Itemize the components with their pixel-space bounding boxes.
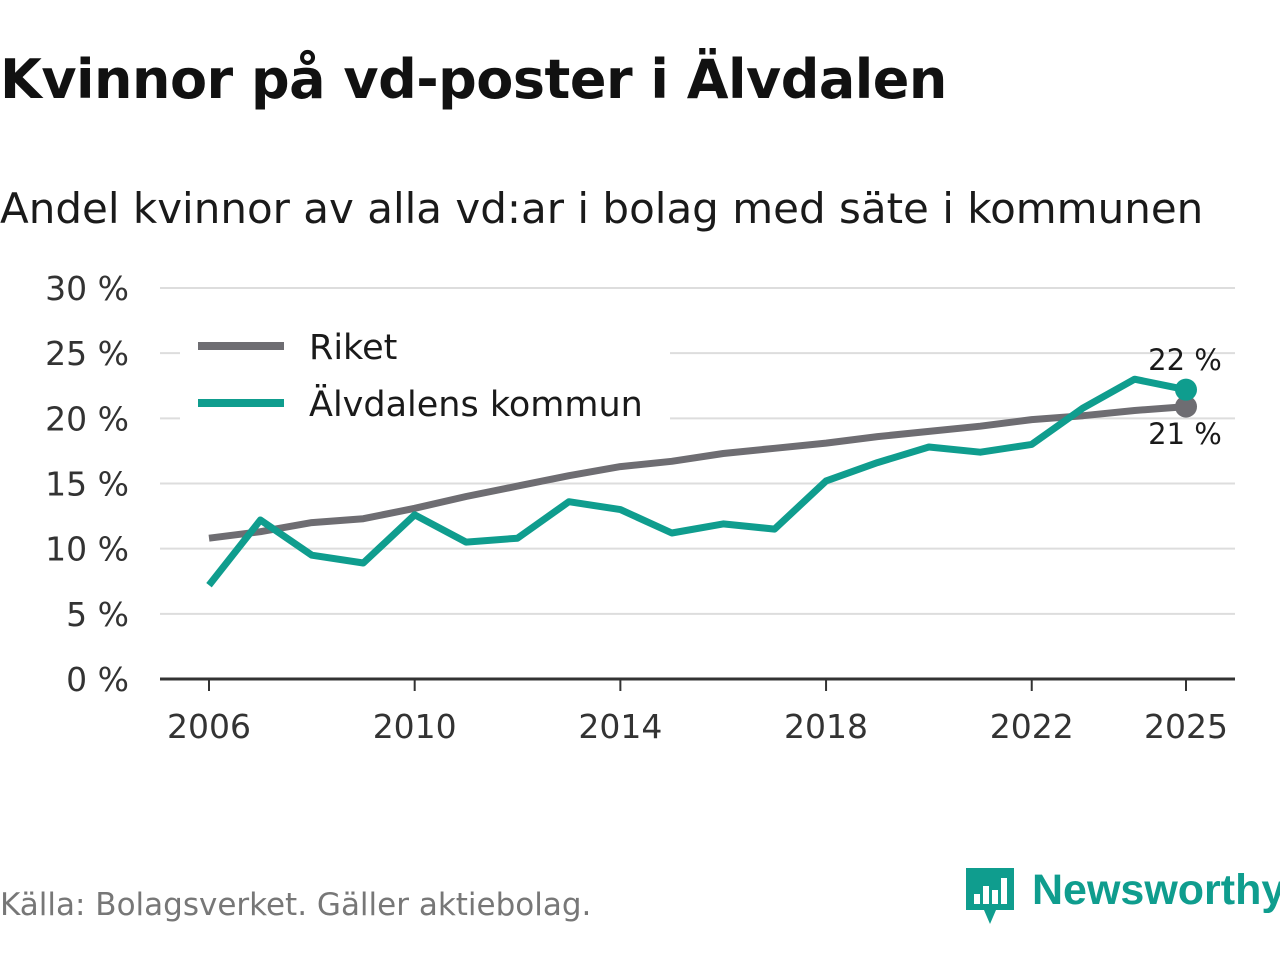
- y-tick-label: 10 %: [45, 530, 129, 569]
- y-tick-label: 20 %: [45, 399, 129, 438]
- series-line-kommun: [206, 375, 1187, 588]
- x-tick-label: 2006: [167, 707, 251, 746]
- y-axis-labels: 0 % 5 % 10 % 15 % 20 % 25 % 30 %: [45, 269, 129, 699]
- newsworthy-logo-icon: [966, 868, 1014, 924]
- legend-background: [180, 320, 670, 440]
- chart-title: Kvinnor på vd-poster i Älvdalen: [0, 48, 947, 111]
- x-tick-label: 2014: [578, 707, 662, 746]
- end-labels: 22 % 21 %: [1148, 343, 1222, 451]
- x-axis: 2006 2010 2014 2018 2022 2025: [160, 677, 1235, 746]
- legend: Riket Älvdalens kommun: [180, 320, 670, 440]
- y-tick-label: 15 %: [45, 465, 129, 504]
- x-tick-label: 2018: [784, 707, 868, 746]
- legend-label-riket: Riket: [309, 328, 397, 368]
- series-line-riket: [208, 403, 1187, 542]
- legend-label-kommun: Älvdalens kommun: [309, 383, 643, 425]
- series: [206, 375, 1197, 588]
- y-tick-label: 30 %: [45, 269, 129, 308]
- y-tick-label: 0 %: [66, 660, 129, 699]
- x-tick-label: 2010: [373, 707, 457, 746]
- y-tick-label: 5 %: [66, 595, 129, 634]
- end-label-kommun: 22 %: [1148, 343, 1222, 377]
- source-note: Källa: Bolagsverket. Gäller aktiebolag.: [0, 887, 592, 923]
- chart-subtitle: Andel kvinnor av alla vd:ar i bolag med …: [0, 184, 1204, 233]
- end-label-riket: 21 %: [1148, 417, 1222, 451]
- x-tick-label: 2022: [990, 707, 1074, 746]
- y-tick-label: 25 %: [45, 334, 129, 373]
- end-point-kommun: [1175, 378, 1197, 401]
- end-point-riket: [1175, 395, 1197, 418]
- brand-name: Newsworthy: [1032, 866, 1280, 914]
- x-tick-label: 2025: [1144, 707, 1228, 746]
